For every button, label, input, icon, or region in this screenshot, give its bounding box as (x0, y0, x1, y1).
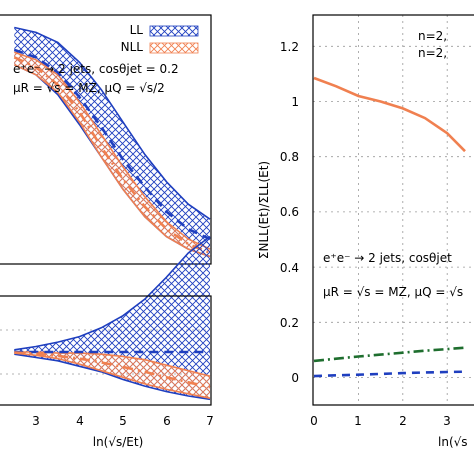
right-ytick: 0.2 (280, 316, 299, 330)
left-process-label: e⁺e⁻ → 2 jets, cosθjet = 0.2 (13, 62, 179, 76)
right-frame (312, 14, 474, 406)
right-x-axis-label: ln(√s (438, 435, 468, 449)
left-top-frame (0, 14, 212, 265)
nll-band-upper-edge (14, 51, 211, 250)
left-xtick: 5 (119, 414, 127, 428)
right-scales-label: μR = √s = MZ, μQ = √s (323, 285, 463, 299)
left-xtick: 4 (76, 414, 84, 428)
left-top-plot-area (13, 26, 211, 258)
right-ytick: 0.4 (280, 261, 299, 275)
right-n-label-1: n=2, (418, 29, 447, 43)
right-ytick: 0.8 (280, 150, 299, 164)
right-n-label-2: n=2, (418, 46, 447, 60)
nll-band (14, 352, 210, 399)
right-xtick: 0 (310, 414, 318, 428)
legend-ll-label: LL (130, 23, 144, 37)
right-ytick: 1 (291, 95, 299, 109)
legend: LL NLL (121, 23, 199, 54)
legend-nll-swatch (149, 42, 199, 54)
nll-band (14, 52, 210, 257)
nll-band-lower-edge (14, 352, 211, 399)
right-xtick: 2 (399, 414, 407, 428)
right-x-ticks: 0 1 2 3 (310, 414, 451, 428)
nll-central-line (13, 56, 211, 255)
right-ytick: 1.2 (280, 40, 299, 54)
right-ytick: 0.6 (280, 205, 299, 219)
left-x-axis-label: ln(√s/Et) (93, 435, 144, 449)
left-top-panel: LL NLL e⁺e⁻ → 2 jets, cosθjet = 0.2 μR =… (0, 14, 212, 265)
left-xtick: 7 (206, 414, 214, 428)
right-y-ticks: 0 0.2 0.4 0.6 0.8 1 1.2 (280, 40, 299, 385)
right-y-axis-label: ΣNLL(Et)/ΣLL(Et) (257, 161, 271, 259)
right-plot-area (313, 76, 466, 378)
legend-nll-label: NLL (121, 40, 144, 54)
ll-band-upper-edge (14, 235, 211, 351)
right-ytick: 0 (291, 371, 299, 385)
right-grid (313, 15, 474, 405)
right-series-line-solid (313, 76, 466, 153)
right-series-line-dashdot (313, 346, 466, 363)
right-series-line-dashed (313, 370, 466, 378)
left-bottom-panel: 3 4 5 6 7 ln(√s/Et) (0, 235, 214, 449)
ll-band-lower-edge (14, 353, 211, 401)
left-xtick: 3 (32, 414, 40, 428)
legend-ll-swatch (149, 25, 199, 37)
left-x-ticks: 3 4 5 6 7 (32, 414, 214, 428)
ll-central-line (13, 48, 211, 241)
right-xtick: 3 (443, 414, 451, 428)
left-scales-label: μR = √s = MZ, μQ = √s/2 (13, 81, 165, 95)
right-process-label: e⁺e⁻ → 2 jets, cosθjet (323, 251, 452, 265)
left-xtick: 6 (163, 414, 171, 428)
left-bottom-plot-area (0, 235, 211, 401)
ll-band-upper-edge (14, 26, 211, 220)
nll-band-lower-edge (13, 64, 211, 258)
right-panel: 0 0.2 0.4 0.6 0.8 1 1.2 0 1 2 3 ln(√s ΣN… (257, 14, 474, 449)
left-bottom-frame (0, 295, 212, 406)
right-xtick: 1 (354, 414, 362, 428)
